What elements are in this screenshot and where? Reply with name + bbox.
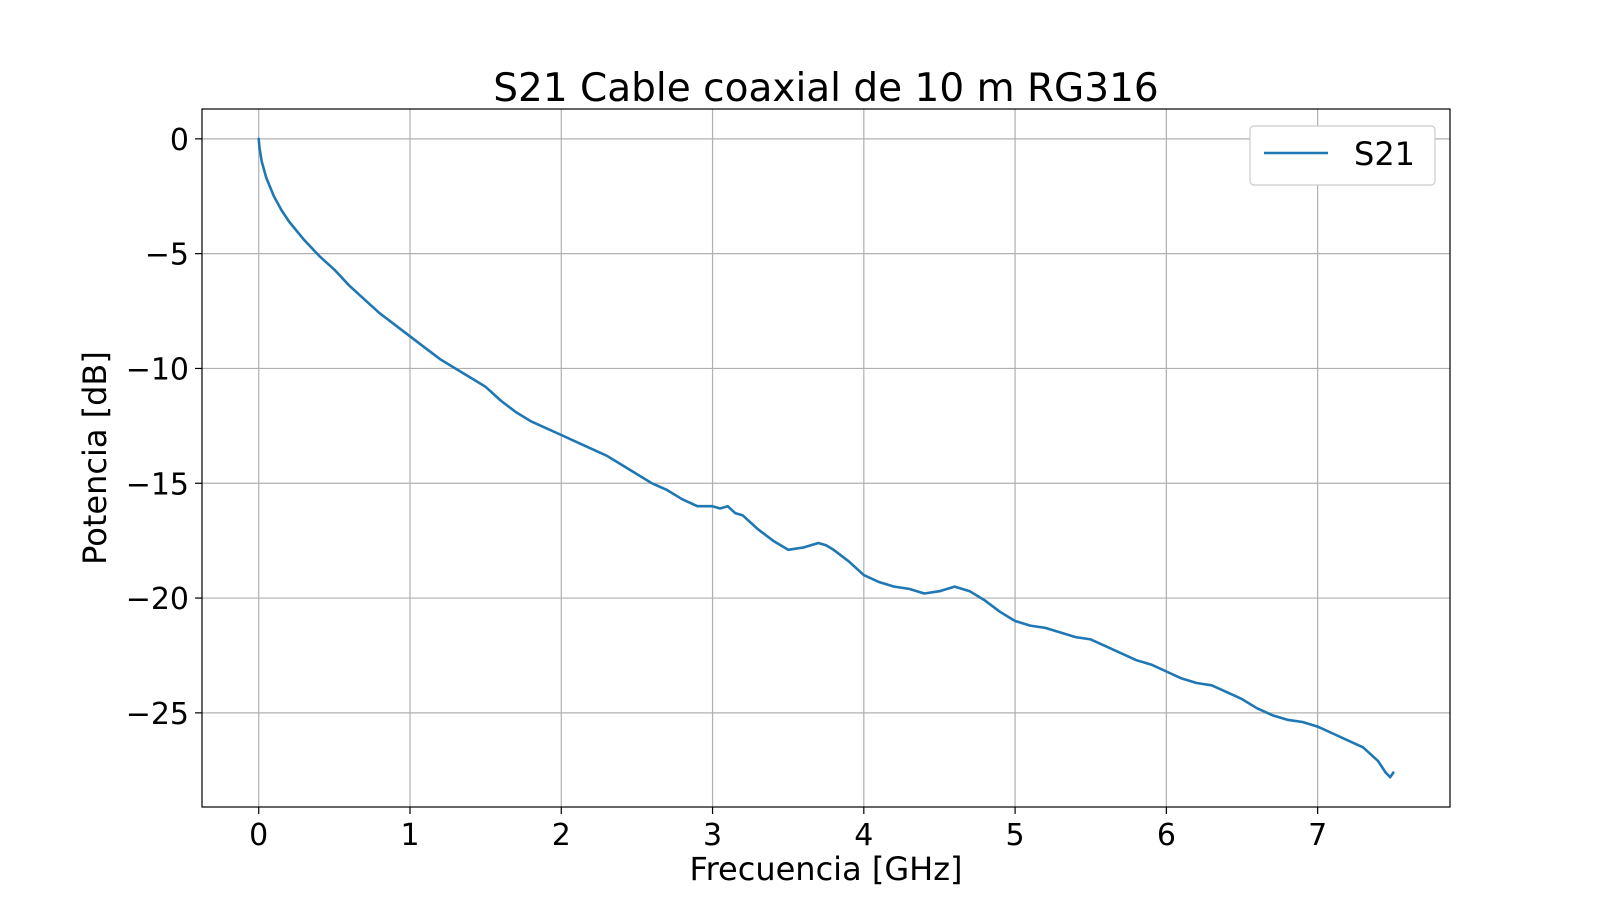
ticks: 0 1 2 3 4 5 6 7 0 −5 −10 −15 −20 −25 xyxy=(126,123,1327,853)
y-tick-label: −25 xyxy=(126,697,189,732)
x-tick-label: 4 xyxy=(854,818,873,853)
y-tick-label: −15 xyxy=(126,467,189,502)
chart-title: S21 Cable coaxial de 10 m RG316 xyxy=(493,66,1158,111)
x-tick-label: 2 xyxy=(552,818,571,853)
y-tick-label: −5 xyxy=(145,238,189,273)
x-tick-label: 5 xyxy=(1006,818,1025,853)
y-tick-label: −10 xyxy=(126,352,189,387)
y-tick-label: −20 xyxy=(126,582,189,617)
x-tick-label: 6 xyxy=(1157,818,1176,853)
y-axis-label: Potencia [dB] xyxy=(76,351,114,565)
x-axis-label: Frecuencia [GHz] xyxy=(690,850,963,888)
x-tick-label: 0 xyxy=(249,818,268,853)
x-tick-label: 1 xyxy=(400,818,419,853)
grid xyxy=(202,109,1450,807)
legend-label-s21: S21 xyxy=(1354,135,1415,173)
x-tick-label: 3 xyxy=(703,818,722,853)
series-layer xyxy=(257,137,1395,779)
y-tick-label: 0 xyxy=(170,123,189,158)
legend-box xyxy=(1249,125,1436,186)
plot-frame xyxy=(201,108,1451,808)
x-tick-label: 7 xyxy=(1308,818,1327,853)
series-line-s21 xyxy=(257,137,1395,779)
legend: S21 xyxy=(1249,125,1436,186)
